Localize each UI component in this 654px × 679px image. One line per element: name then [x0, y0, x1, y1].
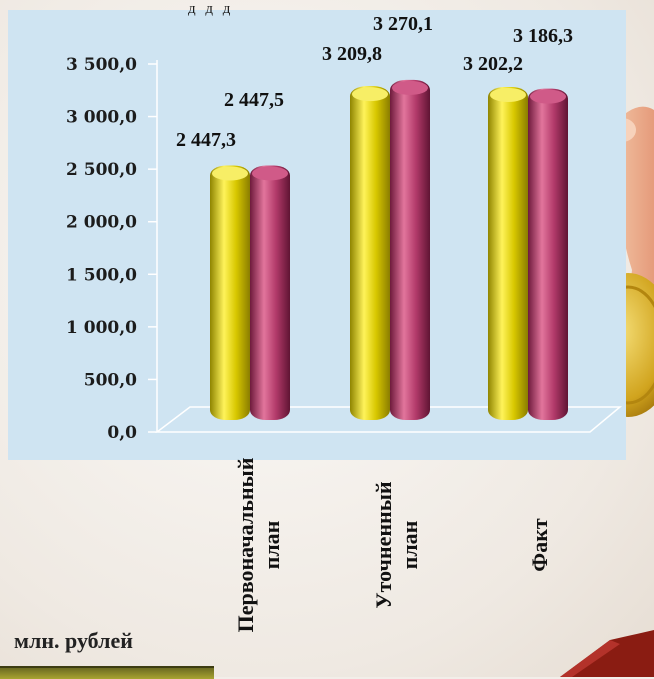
- bar-cap: [490, 87, 526, 102]
- book-illustration: [560, 630, 654, 677]
- bars: [210, 79, 568, 421]
- data-label: 3 186,3: [513, 25, 573, 47]
- y-tick-label: 1 000,0: [66, 318, 137, 338]
- bar-cap: [252, 166, 288, 181]
- x-category-label: Первоначальный план: [233, 457, 284, 633]
- y-tick-label: 0,0: [107, 423, 137, 443]
- bar-cap: [530, 89, 566, 104]
- decorative-strip: [0, 666, 214, 679]
- x-category-label: Факт: [527, 518, 552, 572]
- data-label: 3 202,2: [463, 53, 523, 75]
- y-tick-label: 1 500,0: [66, 265, 137, 285]
- bar-series-1-2: [350, 86, 390, 421]
- data-label: 2 447,3: [176, 129, 236, 151]
- bar-series-1-1: [210, 165, 250, 420]
- floor-plane: [154, 406, 623, 433]
- y-axis: 0,0 500,0 1 000,0 1 500,0 2 000,0 2 500,0 3 00…: [66, 55, 158, 443]
- data-label: 3 209,8: [322, 43, 382, 65]
- bar-series-2-3: [528, 88, 568, 420]
- data-labels: 2 447,3 2 447,5 3 209,8 3 270,1 3 202,2 3 186…: [176, 13, 573, 151]
- x-category-label: Уточненный план: [371, 481, 422, 609]
- bar-series-2-1: [250, 165, 290, 420]
- y-tick-label: 500,0: [84, 370, 137, 390]
- bar-series-2-2: [390, 79, 430, 420]
- bar-cap: [392, 80, 428, 95]
- bar-cap: [212, 166, 248, 181]
- y-tick-label: 3 000,0: [66, 108, 137, 128]
- bar-series-1-3: [488, 86, 528, 421]
- chart-floor: [154, 406, 623, 433]
- units-label: млн. рублей: [14, 628, 133, 653]
- bar-cap: [352, 87, 388, 102]
- y-tick-label: 2 500,0: [66, 160, 137, 180]
- data-label: 2 447,5: [224, 89, 284, 111]
- chart-title-fragment: д д д: [188, 1, 234, 17]
- y-tick-label: 3 500,0: [66, 55, 137, 75]
- data-label: 3 270,1: [373, 13, 433, 35]
- y-tick-label: 2 000,0: [66, 213, 137, 233]
